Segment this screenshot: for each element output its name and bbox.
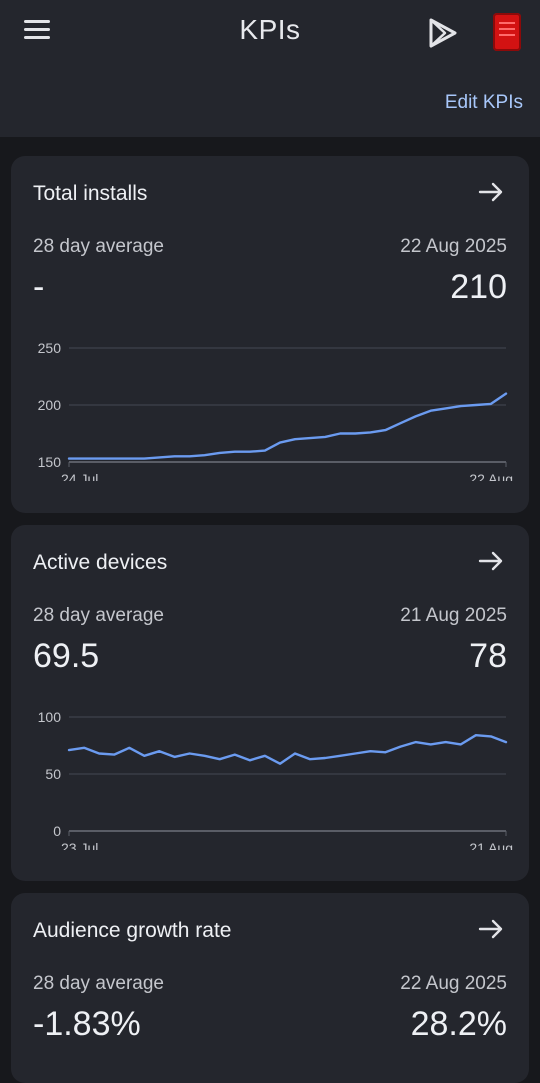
- current-value: 78: [469, 637, 507, 675]
- average-value: -: [33, 268, 45, 306]
- arrow-right-icon[interactable]: [477, 178, 505, 206]
- kpi-card-active-devices[interactable]: Active devices 28 day average 21 Aug 202…: [11, 525, 529, 881]
- edit-kpis-link[interactable]: Edit KPIs: [444, 92, 523, 113]
- average-label: 28 day average: [33, 605, 164, 626]
- x-tick-label: 24 Jul: [61, 471, 98, 481]
- average-value: -1.83%: [33, 1005, 141, 1043]
- app-avatar-icon[interactable]: [493, 13, 521, 51]
- card-title: Audience growth rate: [33, 919, 232, 942]
- x-tick-label: 21 Aug: [469, 840, 513, 850]
- current-value: 210: [450, 268, 507, 306]
- arrow-right-icon[interactable]: [477, 915, 505, 943]
- top-app-bar: KPIs Edit KPIs: [0, 0, 540, 137]
- date-label: 22 Aug 2025: [400, 236, 507, 257]
- play-console-icon[interactable]: [424, 15, 460, 51]
- y-tick-label: 250: [38, 340, 62, 356]
- devices-line-chart: 100 50 023 Jul 21 Aug: [38, 709, 513, 850]
- average-value: 69.5: [33, 637, 100, 675]
- x-tick-label: 22 Aug: [469, 471, 513, 481]
- card-title: Total installs: [33, 182, 148, 205]
- kpi-card-total-installs[interactable]: Total installs 28 day average 22 Aug 202…: [11, 156, 529, 513]
- average-label: 28 day average: [33, 236, 164, 257]
- date-label: 22 Aug 2025: [400, 973, 507, 994]
- y-tick-label: 100: [38, 709, 62, 725]
- x-tick-label: 23 Jul: [61, 840, 98, 850]
- card-title: Active devices: [33, 551, 168, 574]
- kpi-card-audience-growth[interactable]: Audience growth rate 28 day average 22 A…: [11, 893, 529, 1083]
- y-tick-label: 50: [45, 766, 61, 782]
- y-tick-label: 150: [38, 454, 62, 470]
- arrow-right-icon[interactable]: [477, 547, 505, 575]
- average-label: 28 day average: [33, 973, 164, 994]
- page-title: KPIs: [239, 14, 301, 45]
- y-tick-label: 0: [53, 823, 61, 839]
- current-value: 28.2%: [410, 1005, 507, 1043]
- series-line: [67, 392, 508, 460]
- menu-icon[interactable]: [24, 20, 54, 46]
- series-line: [67, 734, 508, 765]
- date-label: 21 Aug 2025: [400, 605, 507, 626]
- y-tick-label: 200: [38, 397, 62, 413]
